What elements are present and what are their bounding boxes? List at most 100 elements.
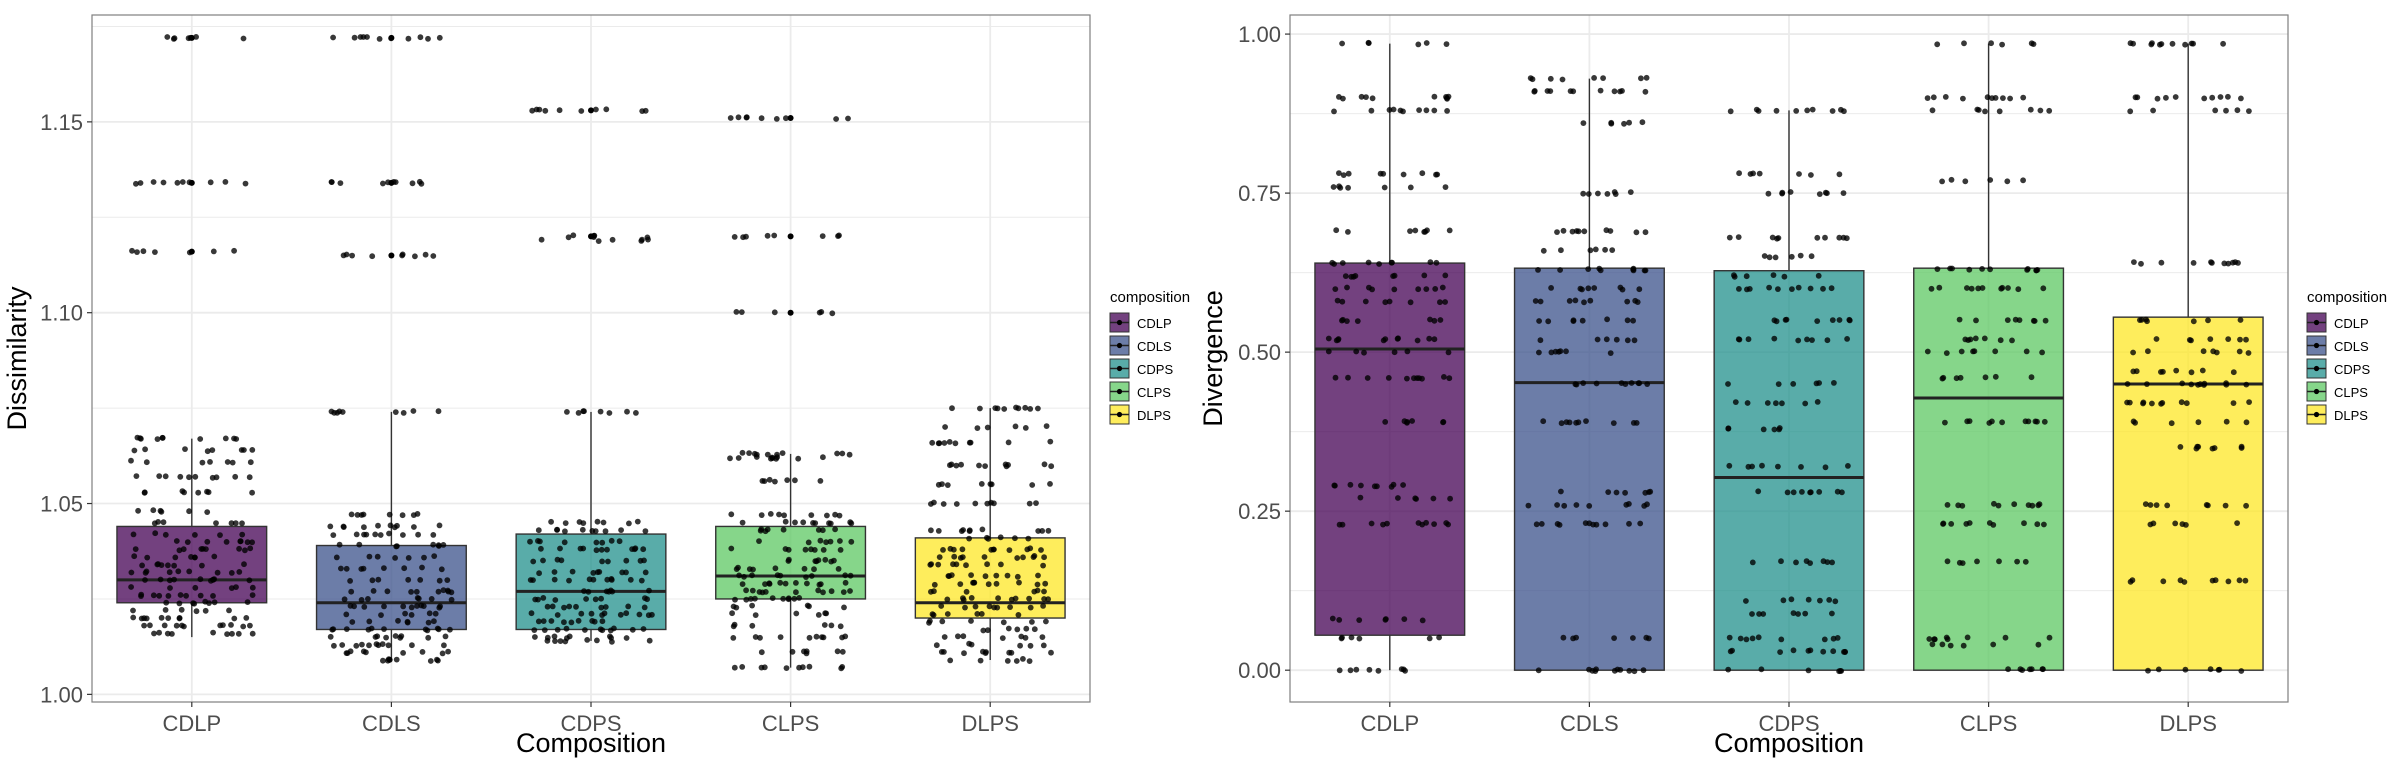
jitter-point: [783, 115, 789, 122]
jitter-point: [425, 634, 432, 641]
jitter-point: [1975, 285, 1982, 292]
jitter-point: [386, 511, 393, 518]
jitter-point: [585, 588, 592, 595]
jitter-point: [728, 545, 735, 552]
jitter-point: [1336, 94, 1342, 100]
jitter-point: [1641, 503, 1648, 509]
jitter-point: [2209, 445, 2216, 452]
jitter-point: [2205, 502, 2211, 509]
jitter-point: [785, 596, 792, 603]
jitter-point: [1035, 572, 1041, 579]
jitter-point: [959, 554, 966, 560]
jitter-point: [1619, 88, 1625, 94]
jitter-point: [1431, 107, 1438, 114]
jitter-point: [1356, 635, 1363, 642]
jitter-point: [402, 610, 408, 617]
jitter-point: [1412, 227, 1419, 234]
jitter-point: [801, 565, 808, 572]
jitter-point: [1026, 658, 1033, 664]
jitter-point: [575, 410, 582, 416]
jitter-point: [416, 178, 423, 185]
jitter-point: [591, 232, 597, 239]
jitter-point: [995, 595, 1001, 602]
jitter-point: [1023, 625, 1030, 632]
jitter-point: [1766, 254, 1773, 261]
jitter-point: [1380, 521, 1386, 528]
jitter-point: [1640, 667, 1647, 674]
jitter-point: [800, 519, 807, 526]
jitter-point: [819, 634, 825, 640]
jitter-point: [397, 634, 404, 641]
jitter-point: [1336, 521, 1343, 528]
jitter-point: [2200, 348, 2207, 355]
jitter-point: [330, 34, 336, 41]
jitter-point: [598, 546, 605, 553]
jitter-point: [1345, 184, 1351, 191]
jitter-point: [1972, 335, 1979, 342]
jitter-point: [599, 539, 606, 546]
jitter-point: [606, 410, 613, 416]
jitter-point: [812, 520, 819, 526]
jitter-point: [1423, 107, 1430, 114]
jitter-point: [1382, 419, 1389, 425]
jitter-point: [385, 179, 391, 186]
jitter-point: [1337, 184, 1344, 191]
jitter-point: [563, 625, 570, 632]
jitter-point: [535, 596, 541, 603]
jitter-point: [1585, 285, 1592, 292]
jitter-point: [1962, 178, 1969, 185]
jitter-point: [2020, 94, 2027, 101]
jitter-point: [1002, 461, 1009, 468]
jitter-point: [1956, 316, 1963, 323]
jitter-point: [165, 615, 172, 621]
jitter-point: [811, 566, 817, 573]
legend-label: CDLS: [2334, 339, 2369, 354]
legend-label: CDLP: [2334, 316, 2369, 331]
jitter-point: [128, 584, 135, 590]
jitter-point: [2209, 94, 2216, 101]
jitter-point: [427, 658, 434, 664]
jitter-point: [1586, 666, 1592, 673]
jitter-point: [247, 622, 253, 629]
jitter-point: [2130, 349, 2137, 356]
jitter-point: [1790, 381, 1797, 387]
jitter-point: [820, 454, 826, 461]
jitter-point: [1964, 285, 1970, 291]
jitter-point: [623, 610, 630, 617]
jitter-point: [746, 450, 752, 456]
jitter-point: [2148, 41, 2155, 48]
jitter-point: [957, 581, 964, 587]
jitter-point: [2011, 501, 2018, 508]
jitter-point: [972, 500, 979, 507]
jitter-point: [203, 546, 209, 552]
jitter-point: [1622, 489, 1628, 496]
jitter-point: [743, 587, 749, 594]
jitter-point: [982, 573, 989, 580]
jitter-point: [1358, 482, 1364, 489]
chart-panel-1: 1.00 1.05 1.10 1.15 CDLP CDLS CDPS CLPS DLPS Comp…: [2, 14, 1190, 758]
jitter-point: [731, 234, 738, 240]
jitter-point: [359, 641, 365, 648]
jitter-point: [2230, 369, 2237, 376]
jitter-point: [192, 584, 199, 591]
jitter-point: [527, 577, 534, 583]
jitter-point: [766, 581, 773, 587]
jitter-point: [2007, 95, 2013, 102]
jitter-point: [928, 501, 934, 507]
jitter-point: [1966, 266, 1973, 273]
jitter-point: [242, 180, 249, 187]
jitter-point: [1390, 481, 1397, 488]
outlier-point: [787, 115, 794, 122]
jitter-point: [781, 512, 787, 519]
jitter-points-cdlp: [128, 34, 256, 637]
jitter-point: [530, 558, 537, 565]
x-tick-label: CDLP: [162, 711, 221, 736]
jitter-point: [1441, 374, 1447, 380]
jitter-point: [1586, 503, 1593, 509]
jitter-point: [1394, 335, 1401, 342]
jitter-point: [393, 656, 400, 663]
jitter-point: [1604, 316, 1610, 323]
jitter-point: [2212, 577, 2219, 584]
jitter-point: [2238, 95, 2244, 102]
jitter-point: [839, 648, 846, 655]
